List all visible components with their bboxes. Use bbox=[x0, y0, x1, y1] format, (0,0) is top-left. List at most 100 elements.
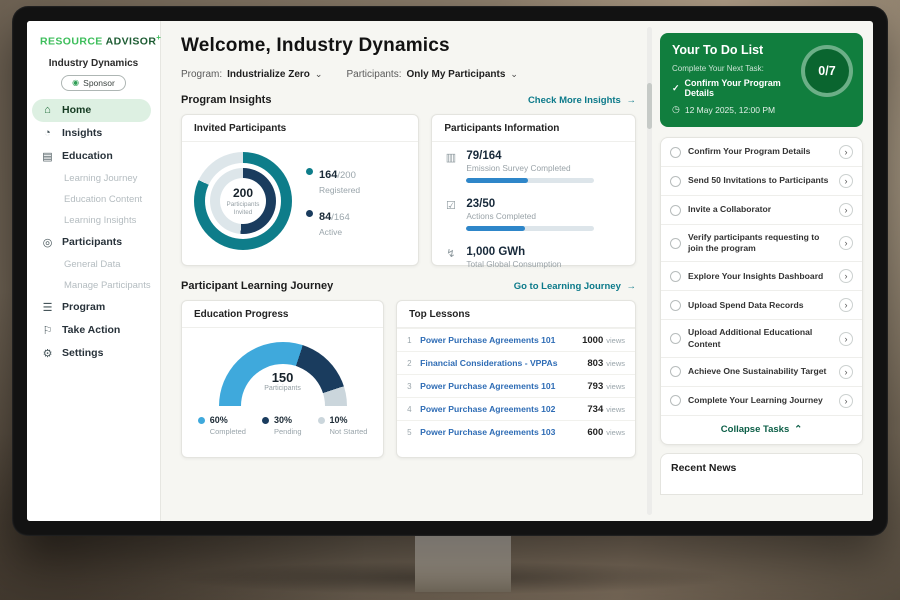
app-logo: RESOURCE ADVISOR+ bbox=[27, 33, 161, 48]
task-item[interactable]: Invite a Collaborator › bbox=[661, 196, 862, 225]
scrollbar-thumb[interactable] bbox=[647, 83, 652, 129]
monitor-stand bbox=[415, 532, 511, 592]
task-item[interactable]: Upload Additional Educational Content › bbox=[661, 320, 862, 358]
check-icon: ✓ bbox=[672, 82, 680, 93]
task-item[interactable]: Complete Your Learning Journey › bbox=[661, 387, 862, 416]
chevron-right-icon[interactable]: › bbox=[839, 145, 853, 159]
learning-cards-row: Education Progress 150 Participants 60% bbox=[181, 300, 636, 458]
legend-dot-active bbox=[306, 210, 313, 217]
lesson-link[interactable]: Power Purchase Agreements 103 bbox=[420, 427, 556, 437]
todo-task-list: Confirm Your Program Details › Send 50 I… bbox=[660, 137, 863, 445]
sidebar-item-home[interactable]: ⌂ Home bbox=[32, 98, 151, 122]
lesson-views-word: views bbox=[606, 427, 625, 437]
chevron-right-icon[interactable]: › bbox=[839, 269, 853, 284]
progress-bar bbox=[466, 178, 595, 183]
participants-icon: ◎ bbox=[42, 236, 53, 249]
caret-up-icon: ⌃ bbox=[794, 423, 803, 435]
donut-legend: 164/200 Registered 84/164 Active bbox=[306, 165, 360, 237]
recent-news-title: Recent News bbox=[671, 461, 737, 474]
info-label: Total Global Consumption bbox=[466, 259, 562, 269]
gauge-center: 150 Participants bbox=[219, 370, 347, 392]
gauge-legend-label: Pending bbox=[273, 427, 302, 436]
chevron-right-icon[interactable]: › bbox=[839, 203, 853, 217]
chevron-right-icon[interactable]: › bbox=[839, 393, 853, 408]
task-checkbox[interactable] bbox=[670, 146, 681, 158]
lesson-views-word: views bbox=[606, 381, 625, 391]
task-checkbox[interactable] bbox=[670, 299, 681, 311]
task-checkbox[interactable] bbox=[670, 270, 681, 282]
task-item[interactable]: Send 50 Invitations to Participants › bbox=[661, 167, 862, 196]
sidebar-item-insights[interactable]: ◔ Insights bbox=[27, 122, 160, 145]
go-to-learning-journey-link[interactable]: Go to Learning Journey → bbox=[514, 281, 636, 292]
collapse-tasks-button[interactable]: Collapse Tasks ⌃ bbox=[661, 416, 862, 444]
sidebar-item-learning-journey[interactable]: Learning Journey bbox=[27, 168, 160, 189]
education-gauge-chart: 150 Participants bbox=[218, 342, 347, 406]
task-checkbox[interactable] bbox=[670, 237, 681, 249]
link-label: Check More Insights bbox=[527, 94, 621, 106]
task-item[interactable]: Achieve One Sustainability Target › bbox=[661, 358, 862, 387]
lesson-row[interactable]: 3 Power Purchase Agreements 101 793 view… bbox=[397, 374, 635, 397]
link-label: Go to Learning Journey bbox=[513, 280, 621, 292]
lesson-row[interactable]: 2 Financial Considerations - VPPAs 803 v… bbox=[397, 351, 635, 374]
scrollbar-track[interactable] bbox=[647, 27, 652, 515]
sidebar-item-label: Program bbox=[62, 301, 106, 313]
chevron-right-icon[interactable]: › bbox=[839, 331, 853, 346]
task-item[interactable]: Upload Spend Data Records › bbox=[661, 291, 862, 321]
lesson-row[interactable]: 4 Power Purchase Agreements 102 734 view… bbox=[397, 397, 635, 420]
lesson-link[interactable]: Power Purchase Agreements 102 bbox=[420, 404, 556, 414]
task-checkbox[interactable] bbox=[670, 204, 681, 216]
task-item[interactable]: Verify participants requesting to join t… bbox=[661, 225, 862, 263]
sidebar-item-program[interactable]: ☰ Program bbox=[27, 296, 160, 319]
insights-icon: ◔ bbox=[44, 127, 51, 139]
lesson-link[interactable]: Power Purchase Agreements 101 bbox=[420, 381, 556, 391]
participants-filter[interactable]: Participants: Only My Participants ⌄ bbox=[346, 69, 518, 80]
sidebar-item-label: Home bbox=[62, 104, 92, 116]
task-item[interactable]: Confirm Your Program Details › bbox=[661, 138, 862, 167]
sidebar-item-learning-insights[interactable]: Learning Insights bbox=[27, 210, 160, 231]
sidebar-item-label: Education Content bbox=[64, 193, 143, 205]
sidebar-item-education[interactable]: ▤ Education bbox=[27, 145, 160, 168]
program-filter[interactable]: Program: Industrialize Zero ⌄ bbox=[181, 69, 322, 80]
lesson-row[interactable]: 5 Power Purchase Agreements 103 600 view… bbox=[397, 420, 635, 443]
card-title: Participants Information bbox=[432, 115, 635, 142]
program-filter-value: Industrialize Zero bbox=[227, 69, 310, 80]
lesson-link[interactable]: Power Purchase Agreements 101 bbox=[420, 335, 556, 345]
task-checkbox[interactable] bbox=[670, 395, 681, 407]
chevron-right-icon[interactable]: › bbox=[839, 298, 853, 313]
main-content: Welcome, Industry Dynamics Program: Indu… bbox=[161, 21, 646, 521]
info-value: 79/164 bbox=[466, 150, 502, 162]
task-label: Achieve One Sustainability Target bbox=[688, 366, 827, 377]
task-checkbox[interactable] bbox=[670, 366, 681, 378]
chevron-right-icon[interactable]: › bbox=[839, 364, 853, 379]
program-icon: ☰ bbox=[42, 301, 53, 314]
sponsor-icon: ◉ bbox=[72, 77, 80, 87]
education-icon: ▤ bbox=[42, 150, 53, 163]
gauge-center-label: Participants bbox=[264, 385, 301, 392]
chevron-right-icon[interactable]: › bbox=[839, 236, 853, 251]
check-more-insights-link[interactable]: Check More Insights → bbox=[528, 95, 636, 106]
sidebar-item-general-data[interactable]: General Data bbox=[27, 254, 160, 275]
chevron-right-icon[interactable]: › bbox=[839, 174, 853, 188]
card-title: Invited Participants bbox=[182, 115, 419, 142]
settings-icon: ⚙ bbox=[42, 347, 53, 360]
sidebar-item-settings[interactable]: ⚙ Settings bbox=[27, 342, 160, 365]
lesson-row[interactable]: 1 Power Purchase Agreements 101 1000 vie… bbox=[397, 328, 635, 351]
dashboard-screen: RESOURCE ADVISOR+ Industry Dynamics ◉ Sp… bbox=[27, 21, 873, 521]
lesson-link[interactable]: Financial Considerations - VPPAs bbox=[420, 358, 558, 368]
info-value: 23/50 bbox=[466, 198, 496, 210]
sidebar-item-label: Settings bbox=[62, 347, 104, 359]
sidebar-item-education-content[interactable]: Education Content bbox=[27, 189, 160, 210]
task-checkbox[interactable] bbox=[670, 333, 681, 345]
donut-hole bbox=[220, 178, 266, 224]
lesson-views: 1000 bbox=[582, 334, 604, 346]
gauge-legend-dot bbox=[197, 417, 205, 424]
task-checkbox[interactable] bbox=[670, 175, 681, 187]
legend-label: Registered bbox=[319, 185, 361, 195]
lesson-views-word: views bbox=[606, 404, 625, 414]
task-item[interactable]: Explore Your Insights Dashboard › bbox=[661, 262, 862, 292]
sidebar-item-participants[interactable]: ◎ Participants bbox=[27, 231, 160, 254]
sidebar-item-take-action[interactable]: ⚐ Take Action bbox=[27, 319, 160, 342]
sidebar-item-manage-participants[interactable]: Manage Participants bbox=[27, 275, 160, 296]
invited-donut-chart: 200 Participants Invited bbox=[194, 152, 292, 250]
gauge-legend: 60% Completed 30% Pending bbox=[182, 415, 383, 436]
